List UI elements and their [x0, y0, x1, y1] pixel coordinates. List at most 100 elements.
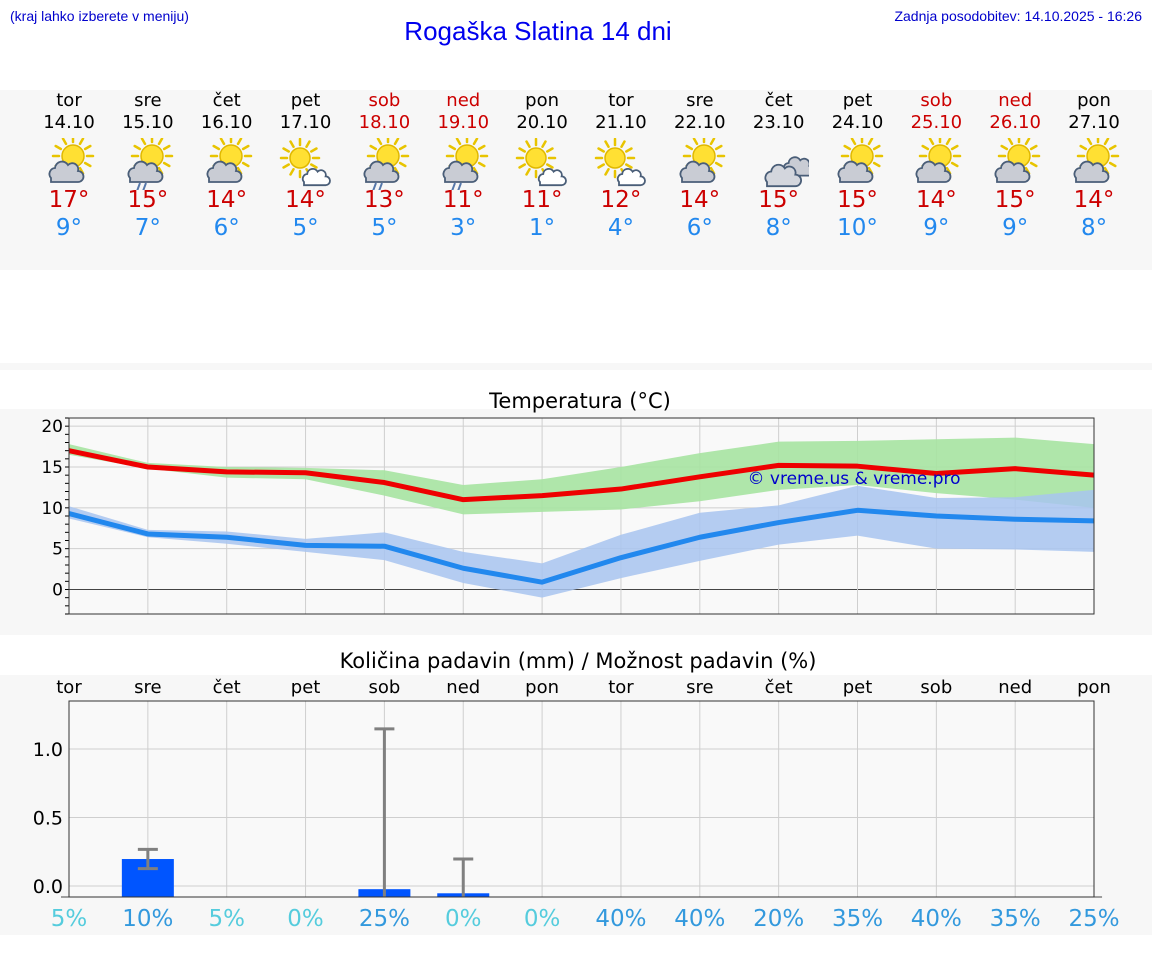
sun-cloud-icon	[994, 138, 1041, 183]
min-temp: 9°	[55, 215, 83, 241]
min-temp-point	[226, 536, 228, 538]
sun-ray	[54, 144, 63, 151]
day-name: pon	[1077, 90, 1111, 111]
watermark: © vreme.us & vreme.pro	[747, 469, 960, 489]
cloud-shape	[915, 160, 952, 183]
y-tick-label: 0.0	[33, 876, 63, 898]
min-temp-point	[935, 515, 937, 517]
precip-chance: 35%	[990, 906, 1041, 932]
sun-ray	[78, 138, 85, 146]
precip-chance: 40%	[674, 906, 725, 932]
max-temp-point	[305, 472, 307, 474]
precipitation-chart: 0.0 0.5 1.0 tor sre čet pet sob ned pon tor sre čet p…	[33, 677, 1120, 932]
sun-ray	[162, 161, 171, 168]
day-column: čet 23.10 15° 8°	[739, 90, 819, 242]
max-temp-point	[147, 466, 149, 468]
day-column: pet 24.10 15° 10°	[818, 90, 898, 242]
cloud-shape	[994, 160, 1031, 183]
day-date: 19.10	[437, 112, 490, 133]
max-temp-point	[1014, 468, 1016, 470]
precip-chance: 0%	[524, 906, 561, 932]
sun-ray	[394, 138, 400, 146]
precip-chance: 20%	[753, 906, 804, 932]
sun-ray	[448, 144, 457, 151]
day-name: ned	[998, 90, 1033, 111]
sun-ray	[842, 144, 851, 151]
y-tick-label: 15	[41, 458, 63, 478]
sun-ray	[309, 163, 318, 169]
sun-ray	[399, 161, 407, 168]
min-temp-point	[305, 544, 307, 546]
cloud-shape	[679, 160, 716, 183]
sun-ray	[872, 161, 881, 168]
sun-ray	[219, 138, 225, 146]
sun-ray	[157, 138, 164, 146]
sun-ray	[1086, 138, 1093, 146]
sun-ray	[541, 140, 547, 148]
cloud-shape	[764, 163, 802, 188]
rain-drop	[136, 182, 141, 190]
max-temp: 14°	[285, 187, 326, 213]
sun-ray	[872, 144, 881, 151]
min-temp: 4°	[607, 215, 634, 241]
max-temp: 11°	[442, 187, 484, 213]
min-temp: 7°	[134, 215, 161, 241]
x-tick-label: čet	[213, 677, 241, 698]
last-updated: Zadnja posodobitev: 14.10.2025 - 16:26	[894, 8, 1142, 24]
sun-small-cloud-icon	[594, 138, 646, 187]
day-name: čet	[212, 90, 241, 111]
max-temp: 14°	[206, 187, 248, 213]
x-tick-label: tor	[56, 677, 82, 698]
sun-cloud-rain-icon	[363, 138, 410, 190]
precip-chance: 10%	[122, 906, 173, 932]
sun-ray	[692, 138, 699, 146]
sun-ray	[83, 144, 92, 151]
day-column: pon 27.10 14° 8°	[1054, 90, 1134, 242]
day-date: 18.10	[358, 112, 411, 133]
day-date: 25.10	[910, 112, 963, 133]
page-title: Rogaška Slatina 14 dni	[404, 16, 672, 46]
day-name: sob	[368, 90, 401, 111]
sun-ray	[624, 163, 633, 169]
max-temp: 11°	[521, 187, 563, 213]
day-date: 15.10	[122, 112, 174, 133]
sun-ray	[1030, 161, 1038, 168]
sun-ray	[597, 147, 605, 153]
sun-cloud-icon	[48, 138, 95, 183]
max-temp: 15°	[758, 187, 800, 213]
min-temp-point	[699, 536, 701, 538]
sun-ray	[478, 161, 486, 168]
day-column: ned 26.10 15° 9°	[975, 90, 1055, 242]
min-temp: 6°	[686, 215, 713, 241]
sun-ray	[951, 144, 959, 151]
min-temp: 6°	[213, 215, 240, 241]
min-temp-point	[541, 581, 543, 583]
precip-chance: 5%	[208, 906, 245, 932]
sun-cloud-icon	[679, 138, 726, 183]
day-column: tor 14.10 17° 9°	[29, 90, 109, 242]
day-date: 14.10	[43, 112, 95, 133]
rain-drop	[372, 182, 378, 190]
max-temp: 15°	[127, 187, 169, 213]
sun-disc	[604, 147, 626, 169]
cloudy-icon	[764, 156, 809, 188]
sun-cloud-rain-icon	[442, 138, 489, 190]
sun-small-cloud-icon	[279, 138, 331, 187]
rain-drop	[378, 182, 384, 190]
y-tick-label: 5	[52, 540, 63, 560]
sun-ray	[309, 147, 318, 153]
sun-cloud-icon	[1073, 138, 1120, 183]
min-temp: 10°	[837, 215, 878, 241]
sun-ray	[709, 138, 716, 146]
sun-ray	[241, 144, 250, 151]
cloud-shape	[127, 160, 164, 183]
plot-frame	[68, 700, 1095, 898]
sun-disc	[288, 147, 311, 169]
sun-ray	[546, 163, 554, 169]
max-temp-point	[541, 495, 543, 497]
min-temp-line	[68, 507, 1095, 585]
day-column: sob 25.10 14° 9°	[896, 90, 976, 242]
day-name: tor	[608, 90, 634, 111]
sun-cloud-icon	[915, 138, 962, 183]
